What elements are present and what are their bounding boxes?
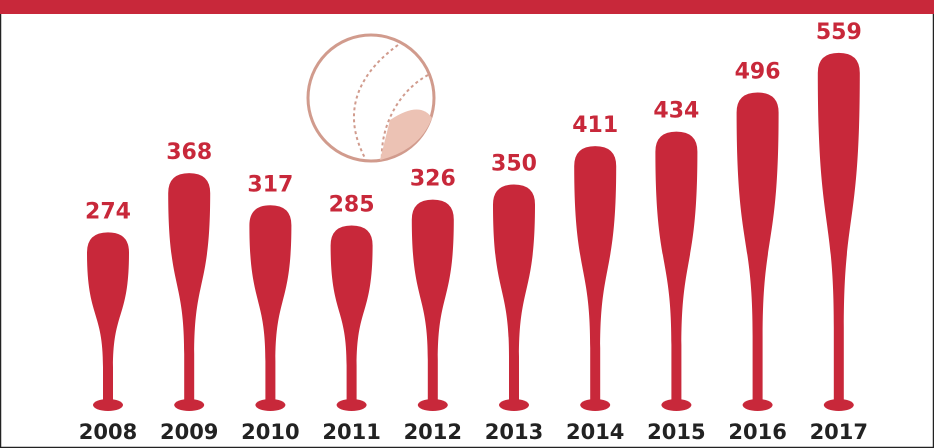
x-tick-label: 2013 xyxy=(485,420,543,444)
value-label: 285 xyxy=(329,192,375,217)
bat-knob xyxy=(336,399,367,411)
bat-knob xyxy=(661,399,692,411)
bat-bar xyxy=(736,92,779,402)
value-label: 434 xyxy=(653,99,699,124)
bat-knob xyxy=(742,399,773,411)
bat-bar xyxy=(168,173,211,401)
value-label: 350 xyxy=(491,152,537,177)
value-label: 274 xyxy=(85,199,131,224)
x-tick-label: 2017 xyxy=(810,420,868,444)
value-label: 559 xyxy=(816,20,862,45)
bat-bar xyxy=(817,52,860,401)
x-tick-label: 2014 xyxy=(566,420,624,444)
x-tick-label: 2010 xyxy=(241,420,299,444)
bat-bar xyxy=(411,199,454,401)
bat-knob xyxy=(417,399,448,411)
bat-bar xyxy=(249,205,292,401)
bat-bar xyxy=(87,232,129,401)
x-tick-label: 2011 xyxy=(322,420,380,444)
bat-knob xyxy=(93,399,123,411)
bat-knob xyxy=(580,399,611,411)
x-tick-label: 2009 xyxy=(160,420,218,444)
x-tick-label: 2016 xyxy=(728,420,786,444)
value-label: 411 xyxy=(572,113,618,138)
baseball xyxy=(306,33,436,163)
x-tick-label: 2012 xyxy=(404,420,462,444)
value-label: 496 xyxy=(735,60,781,85)
bat-knob xyxy=(174,399,205,411)
bat-bar xyxy=(655,131,698,401)
header-band xyxy=(0,0,934,14)
bat-knob xyxy=(255,399,286,411)
bat-knob xyxy=(823,399,854,411)
value-label: 326 xyxy=(410,167,456,192)
value-label: 368 xyxy=(166,140,212,165)
bat-knob xyxy=(499,399,529,411)
bat-bar xyxy=(330,225,373,401)
bat-bar xyxy=(493,184,535,401)
x-tick-label: 2008 xyxy=(79,420,137,444)
value-label: 317 xyxy=(247,172,293,197)
bat-bar xyxy=(574,146,617,401)
x-tick-label: 2015 xyxy=(647,420,705,444)
